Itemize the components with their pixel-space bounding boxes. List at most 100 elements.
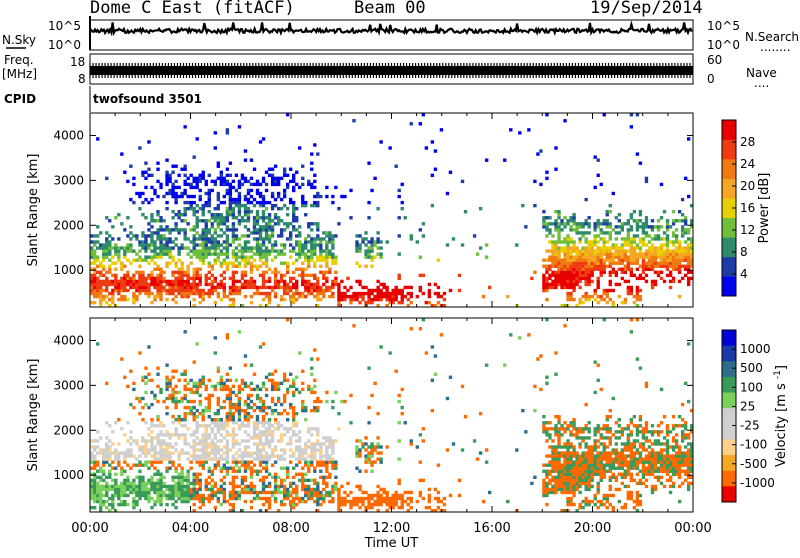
- power-map-cell: [268, 252, 271, 255]
- power-map-cell: [295, 243, 298, 246]
- velocity-map-cell: [557, 482, 560, 485]
- power-map-cell: [156, 195, 159, 198]
- power-map-cell: [331, 280, 334, 283]
- power-map-cell: [232, 216, 235, 219]
- power-map-cell: [584, 265, 587, 268]
- velocity-map-cell: [165, 488, 168, 491]
- power-map-cell: [144, 286, 147, 289]
- velocity-map-cell: [159, 457, 162, 460]
- velocity-map-cell: [235, 485, 238, 488]
- power-map-cell: [99, 301, 102, 304]
- power-map-cell: [398, 195, 401, 198]
- velocity-map-cell: [337, 427, 340, 430]
- power-map-cell: [642, 252, 645, 255]
- power-map-cell: [310, 168, 313, 171]
- power-map-cell: [217, 252, 220, 255]
- power-map-cell: [376, 295, 379, 298]
- velocity-map-cell: [180, 500, 183, 503]
- power-map-cell: [479, 207, 482, 210]
- power-map-cell: [319, 289, 322, 292]
- power-map-cell: [609, 255, 612, 258]
- velocity-map-cell: [292, 379, 295, 382]
- power-map-cell: [117, 252, 120, 255]
- velocity-map-cell: [193, 454, 196, 457]
- velocity-map-cell: [114, 421, 117, 424]
- velocity-map-cell: [183, 451, 186, 454]
- power-map-cell: [229, 204, 232, 207]
- power-map-cell: [108, 219, 111, 222]
- power-map-cell: [654, 283, 657, 286]
- power-map-cell: [238, 222, 241, 225]
- power-map-cell: [138, 195, 141, 198]
- power-map-cell: [551, 274, 554, 277]
- velocity-map-cell: [542, 464, 545, 467]
- velocity-map-cell: [277, 457, 280, 460]
- power-map-cell: [572, 262, 575, 265]
- velocity-map-cell: [280, 457, 283, 460]
- power-map-cell: [669, 274, 672, 277]
- velocity-map-cell: [379, 497, 382, 500]
- power-map-cell: [621, 268, 624, 271]
- power-map-cell: [271, 225, 274, 228]
- power-map-cell: [304, 295, 307, 298]
- power-map-cell: [615, 216, 618, 219]
- power-map-cell: [229, 201, 232, 204]
- velocity-map-cell: [247, 418, 250, 421]
- velocity-map-cell: [159, 460, 162, 463]
- velocity-map-cell: [554, 467, 557, 470]
- velocity-map-cell: [292, 430, 295, 433]
- power-map-cell: [238, 204, 241, 207]
- velocity-map-cell: [108, 470, 111, 473]
- power-map-cell: [199, 198, 202, 201]
- power-map-cell: [280, 231, 283, 234]
- velocity-map-cell: [229, 394, 232, 397]
- power-map-cell: [165, 171, 168, 174]
- power-map-cell: [295, 234, 298, 237]
- velocity-map-cell: [156, 439, 159, 442]
- velocity-map-cell: [268, 497, 271, 500]
- power-map-cell: [123, 286, 126, 289]
- power-map-cell: [310, 289, 313, 292]
- velocity-map-cell: [223, 497, 226, 500]
- velocity-map-cell: [141, 445, 144, 448]
- power-map-cell: [117, 289, 120, 292]
- power-map-cell: [295, 298, 298, 301]
- velocity-map-cell: [159, 476, 162, 479]
- velocity-map-cell: [114, 485, 117, 488]
- velocity-map-cell: [174, 427, 177, 430]
- velocity-map-cell: [331, 400, 334, 403]
- power-map-cell: [147, 295, 150, 298]
- velocity-map-cell: [171, 503, 174, 506]
- velocity-map-cell: [319, 494, 322, 497]
- power-map-cell: [545, 268, 548, 271]
- velocity-map-cell: [171, 415, 174, 418]
- power-map-cell: [183, 189, 186, 192]
- velocity-map-cell: [229, 494, 232, 497]
- velocity-map-cell: [183, 442, 186, 445]
- power-map-cell: [627, 249, 630, 252]
- velocity-map-cell: [108, 497, 111, 500]
- velocity-map-cell: [193, 494, 196, 497]
- velocity-map-cell: [392, 497, 395, 500]
- power-map-cell: [147, 286, 150, 289]
- velocity-map-cell: [280, 412, 283, 415]
- power-map-cell: [301, 274, 304, 277]
- power-map-cell: [612, 255, 615, 258]
- power-map-cell: [250, 158, 253, 161]
- velocity-map-cell: [141, 376, 144, 379]
- velocity-map-cell: [132, 506, 135, 509]
- power-map-cell: [247, 255, 250, 258]
- power-map-cell: [220, 177, 223, 180]
- power-map-cell: [277, 252, 280, 255]
- power-map-cell: [214, 131, 217, 134]
- power-map-cell: [271, 289, 274, 292]
- power-map-cell: [232, 265, 235, 268]
- velocity-map-cell: [156, 415, 159, 418]
- power-map-cell: [557, 246, 560, 249]
- velocity-map-cell: [190, 497, 193, 500]
- velocity-map-cell: [244, 424, 247, 427]
- velocity-map-cell: [295, 464, 298, 467]
- velocity-map-cell: [180, 473, 183, 476]
- power-map-cell: [117, 255, 120, 258]
- power-map-cell: [193, 280, 196, 283]
